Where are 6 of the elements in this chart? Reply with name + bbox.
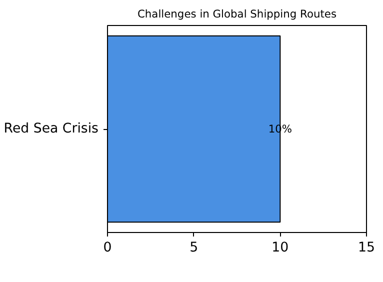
x-tick-label: 5 <box>190 240 198 256</box>
y-tick-label: Red Sea Crisis <box>4 122 99 136</box>
chart-title: Challenges in Global Shipping Routes <box>137 8 337 20</box>
x-tick-label: 10 <box>272 240 289 256</box>
x-tick-label: 0 <box>103 240 112 256</box>
x-tick-label: 15 <box>358 240 375 256</box>
